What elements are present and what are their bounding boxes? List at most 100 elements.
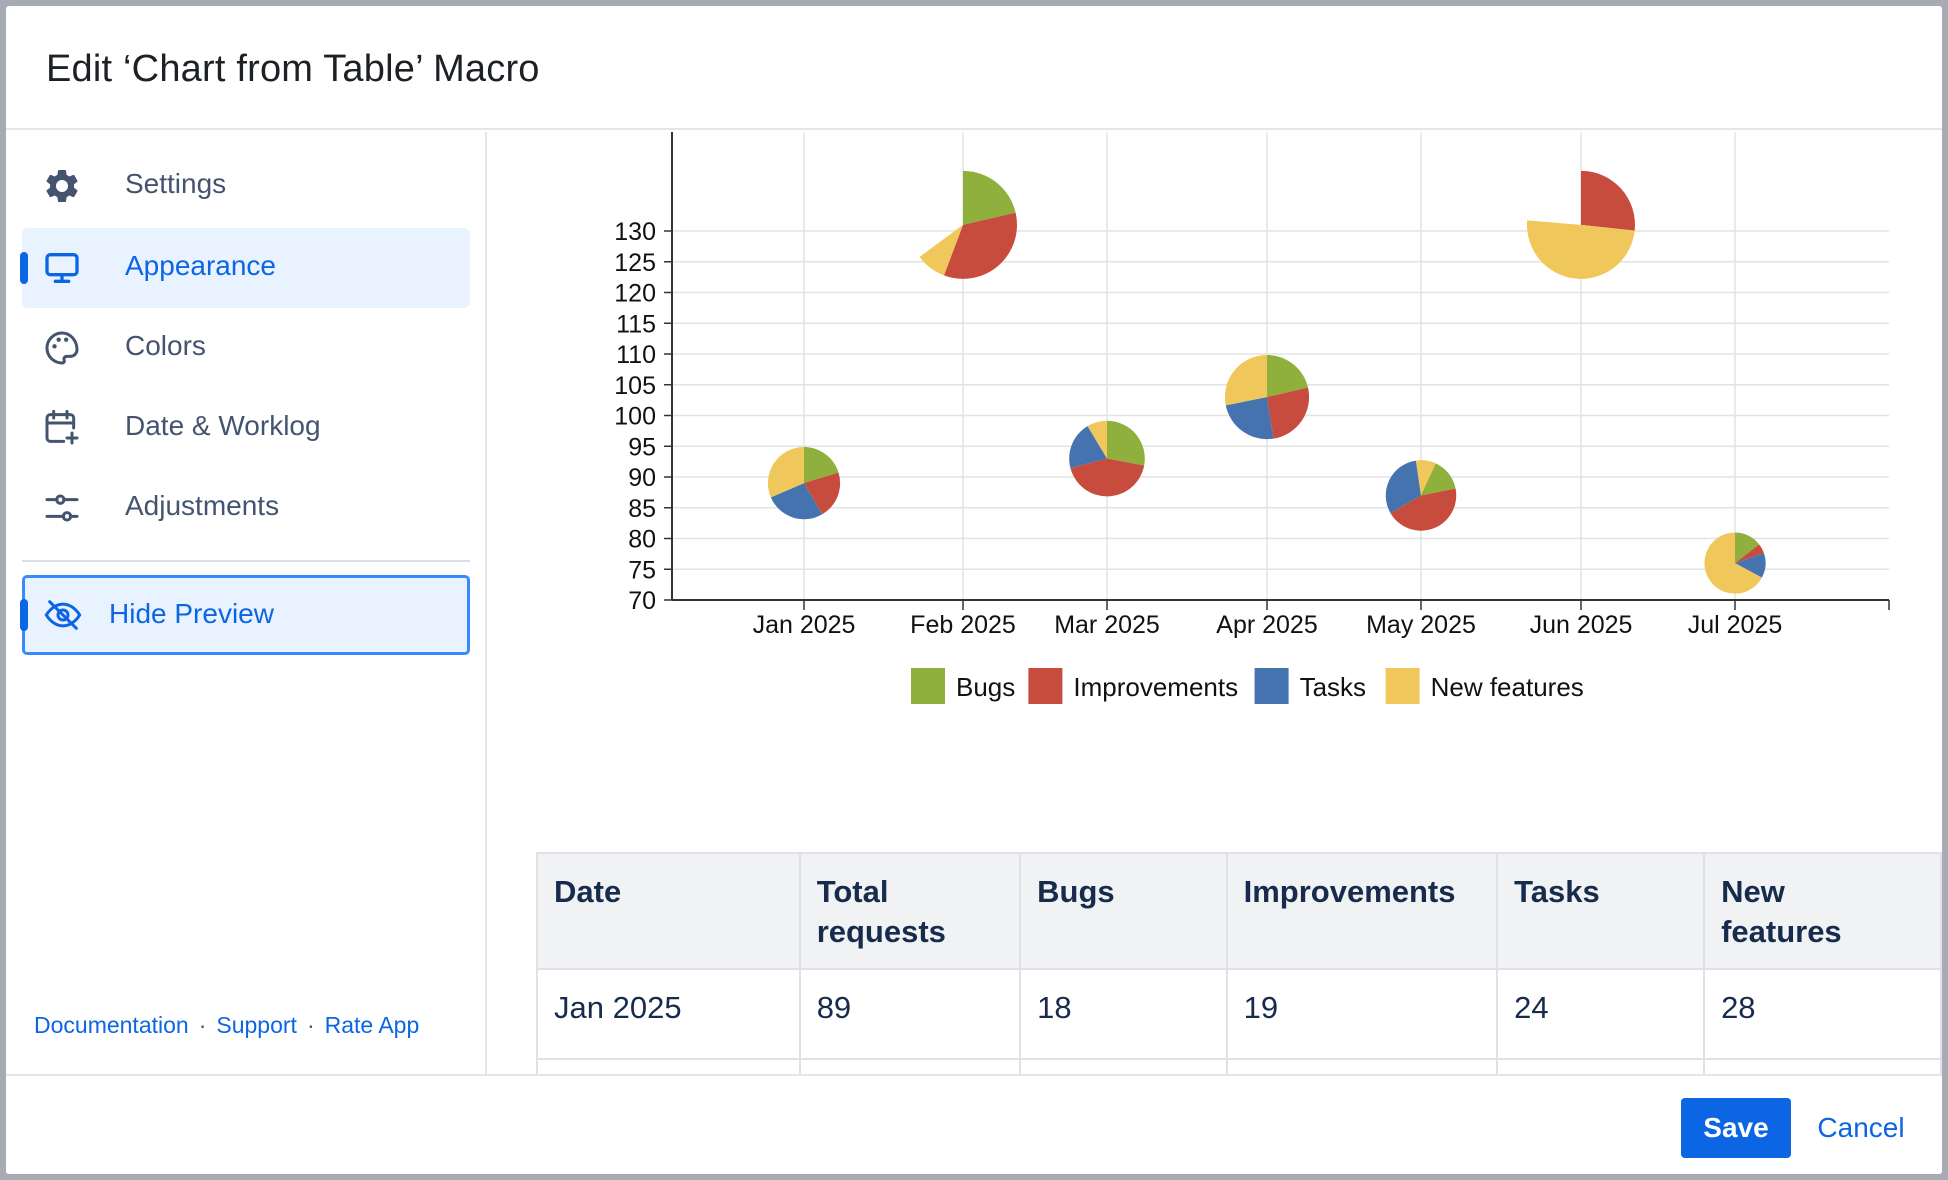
pie-slice — [1267, 387, 1310, 439]
pie-slice — [804, 447, 839, 484]
y-tick-label: 115 — [616, 310, 656, 338]
table-header-date: Date — [536, 852, 801, 970]
monitor-icon — [45, 253, 79, 283]
pie-slice — [1735, 544, 1764, 564]
dialog-title: Edit ‘Chart from Table’ Macro — [46, 48, 540, 90]
y-tick-label: 120 — [614, 280, 656, 308]
palette-icon — [45, 331, 79, 365]
pie-slice — [1267, 354, 1308, 398]
pie-slice — [1415, 460, 1436, 496]
sidebar-item-label: Settings — [125, 168, 227, 199]
y-tick-label: 80 — [628, 526, 656, 554]
sidebar-item-settings[interactable]: Settings — [22, 146, 470, 226]
x-tick-label: Apr 2025 — [1216, 611, 1317, 639]
rate-app-link[interactable]: Rate App — [324, 1012, 420, 1038]
table-cell: 19 — [1225, 968, 1499, 1060]
table-row: Jan 2025 89 18 19 24 28 — [536, 968, 1942, 1060]
pie-slice — [1735, 532, 1760, 564]
pie-slice — [1224, 354, 1267, 406]
dialog-footer: Save Cancel — [6, 1074, 1942, 1174]
sidebar-item-adjustments[interactable]: Adjustments — [22, 468, 470, 548]
table-cell — [536, 1058, 801, 1074]
pie-slice — [1390, 488, 1457, 531]
gear-icon — [46, 169, 78, 202]
save-button[interactable]: Save — [1681, 1098, 1791, 1158]
pie-slice — [804, 472, 841, 515]
legend-swatch — [911, 668, 945, 704]
y-tick-label: 75 — [628, 556, 656, 584]
pie-slice — [1385, 460, 1421, 514]
x-tick-label: Jan 2025 — [753, 611, 856, 639]
y-tick-label: 125 — [614, 249, 656, 277]
table-header-row: Date Total requests Bugs Improvements Ta… — [536, 852, 1942, 970]
x-tick-label: Jul 2025 — [1688, 611, 1783, 639]
pie-slice — [1735, 553, 1766, 578]
sliders-icon — [45, 494, 79, 522]
pie-slice — [919, 224, 963, 276]
table-header-tasks: Tasks — [1496, 852, 1706, 970]
sidebar-item-colors[interactable]: Colors — [22, 308, 470, 388]
sidebar-item-label: Date & Worklog — [125, 410, 321, 441]
table-cell — [798, 1058, 1022, 1074]
y-tick-label: 70 — [628, 587, 656, 615]
table-cell — [1496, 1058, 1706, 1074]
dialog-header: Edit ‘Chart from Table’ Macro — [6, 6, 1942, 130]
legend-label: Bugs — [956, 672, 1015, 702]
pie-slice — [963, 170, 1016, 225]
y-tick-label: 130 — [614, 218, 656, 246]
table-header-bugs: Bugs — [1019, 852, 1228, 970]
table-cell: 89 — [798, 968, 1022, 1060]
table-row — [536, 1058, 1942, 1074]
sidebar-item-appearance[interactable]: Appearance — [20, 228, 470, 308]
table-cell: 24 — [1496, 968, 1706, 1060]
edit-macro-dialog: Edit ‘Chart from Table’ Macro Settings A… — [6, 6, 1942, 1174]
active-indicator — [20, 252, 28, 284]
preview-area: 70 75 80 85 90 95 100 105 110 115 120 125 130 Jan 202… — [489, 132, 1942, 1074]
pie-slice — [943, 212, 1017, 279]
y-tick-label: 95 — [628, 433, 656, 461]
hide-preview-label: Hide Preview — [109, 598, 274, 629]
legend-label: New features — [1431, 672, 1584, 702]
y-tick-label: 85 — [628, 495, 656, 523]
active-indicator — [20, 599, 28, 631]
x-tick-label: Mar 2025 — [1054, 611, 1160, 639]
table-header-total: Total requests — [798, 852, 1022, 970]
table-cell — [1703, 1058, 1942, 1074]
pie-slice — [1087, 420, 1107, 459]
y-tick-label: 100 — [614, 403, 656, 431]
y-tick-label: 110 — [616, 341, 656, 369]
y-tick-label: 90 — [628, 464, 656, 492]
cancel-button[interactable]: Cancel — [1806, 1098, 1916, 1158]
documentation-link[interactable]: Documentation — [34, 1012, 189, 1038]
data-table: Date Total requests Bugs Improvements Ta… — [536, 852, 1942, 1074]
legend-label: Improvements — [1073, 672, 1238, 702]
hide-preview-button[interactable]: Hide Preview — [20, 575, 470, 655]
calendar-add-icon — [45, 409, 79, 445]
link-separator: · — [198, 1012, 207, 1038]
pie-slice — [1704, 532, 1762, 594]
sidebar-item-label: Appearance — [125, 250, 277, 281]
pie-slice — [1581, 170, 1635, 231]
pie-slice — [1526, 220, 1635, 279]
x-tick-label: Feb 2025 — [910, 611, 1016, 639]
legend-swatch — [1028, 668, 1063, 704]
sidebar-item-date-worklog[interactable]: Date & Worklog — [22, 388, 470, 468]
header-text: Total requests — [816, 874, 946, 949]
pie-slice — [1107, 420, 1145, 466]
pie-slice — [770, 483, 823, 520]
legend-swatch — [1385, 668, 1420, 704]
sidebar-item-label: Colors — [125, 330, 206, 361]
legend-swatch — [1254, 668, 1289, 704]
legend-label: Tasks — [1300, 672, 1366, 702]
link-separator: · — [306, 1012, 315, 1038]
pie-slice — [767, 447, 804, 498]
pie-slice — [1070, 458, 1145, 497]
table-cell — [1019, 1058, 1228, 1074]
pie-slice — [1069, 426, 1107, 469]
support-link[interactable]: Support — [216, 1012, 297, 1038]
sidebar-item-label: Adjustments — [125, 490, 280, 521]
header-text: New features — [1721, 874, 1842, 949]
eye-off-icon — [44, 600, 82, 630]
x-tick-label: Jun 2025 — [1530, 611, 1633, 639]
